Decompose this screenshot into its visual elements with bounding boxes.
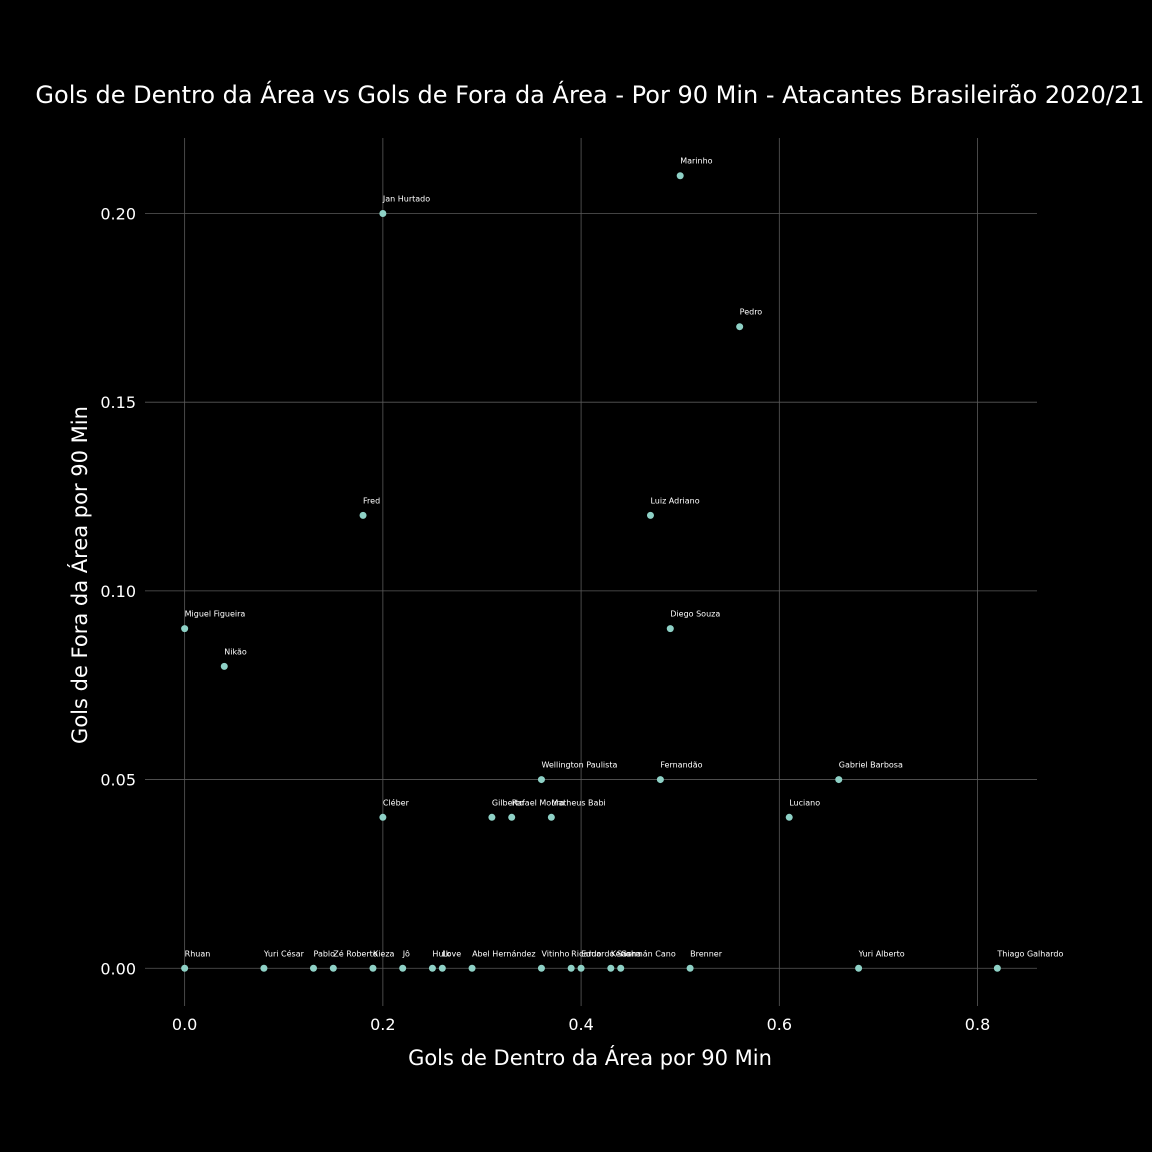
point-label: Marinho <box>680 157 712 166</box>
point-label: Luciano <box>789 798 820 807</box>
point-label: Eduardo Sasha <box>581 949 641 958</box>
point-label: Gabriel Barbosa <box>839 761 903 770</box>
data-point <box>646 511 654 519</box>
point-label: Kieza <box>373 949 395 958</box>
data-point <box>438 964 446 972</box>
point-label: Nikão <box>224 647 247 656</box>
data-point <box>309 964 317 972</box>
x-tick-label: 0.6 <box>767 1015 792 1034</box>
point-label: Ricardo <box>571 949 601 958</box>
point-label: Yuri Alberto <box>858 949 905 958</box>
point-label: Rafael Moura <box>512 798 565 807</box>
point-label: Pablo <box>313 949 335 958</box>
data-point <box>547 813 555 821</box>
point-label: Jô <box>402 948 410 958</box>
y-tick-label: 0.15 <box>100 393 136 412</box>
point-label: Love <box>442 949 461 958</box>
data-points <box>181 172 1001 972</box>
x-tick-label: 0.0 <box>172 1015 197 1034</box>
point-label: Rhuan <box>185 949 211 958</box>
point-label: Gilberto <box>492 798 524 807</box>
y-tick-label: 0.20 <box>100 204 136 223</box>
data-point <box>369 964 377 972</box>
point-label: Abel Hernández <box>472 949 536 958</box>
point-label: Pedro <box>740 308 763 317</box>
point-label: Keno <box>611 949 631 958</box>
point-label: Hulk <box>432 949 450 958</box>
data-point <box>656 776 664 784</box>
data-point <box>260 964 268 972</box>
chart-title: Gols de Dentro da Área vs Gols de Fora d… <box>35 80 1144 109</box>
data-point <box>855 964 863 972</box>
point-label: Thiago Galhardo <box>996 949 1063 958</box>
data-point <box>428 964 436 972</box>
data-point <box>537 776 545 784</box>
tick-labels: 0.0 0.2 0.4 0.6 0.8 0.00 0.05 0.10 0.15 0.20 <box>100 204 990 1034</box>
data-point <box>577 964 585 972</box>
point-label: Yuri César <box>263 948 305 958</box>
data-point <box>567 964 575 972</box>
point-label: Diego Souza <box>670 610 720 619</box>
point-label: Cléber <box>383 797 410 807</box>
y-tick-label: 0.10 <box>100 582 136 601</box>
data-point <box>993 964 1001 972</box>
data-point <box>676 172 684 180</box>
data-point <box>508 813 516 821</box>
data-point <box>686 964 694 972</box>
y-axis-label: Gols de Fora da Área por 90 Min <box>67 406 92 744</box>
data-point <box>220 662 228 670</box>
data-point <box>736 323 744 331</box>
data-point <box>607 964 615 972</box>
point-label: Miguel Figueira <box>185 610 246 619</box>
point-label: Wellington Paulista <box>541 761 617 770</box>
point-label: Fred <box>363 496 380 505</box>
data-point <box>379 813 387 821</box>
point-label: Matheus Babi <box>551 798 605 807</box>
point-label: Luiz Adriano <box>650 496 699 505</box>
data-point <box>617 964 625 972</box>
point-label: Brenner <box>690 949 723 958</box>
data-point <box>399 964 407 972</box>
point-label: Jan Hurtado <box>382 194 430 203</box>
data-point <box>181 964 189 972</box>
data-point <box>785 813 793 821</box>
data-point <box>359 511 367 519</box>
point-label: Germán Cano <box>621 949 676 958</box>
data-point <box>537 964 545 972</box>
x-axis-label: Gols de Dentro da Área por 90 Min <box>408 1045 772 1070</box>
data-point <box>835 776 843 784</box>
data-point <box>666 625 674 633</box>
point-label: Vitinho <box>541 949 569 958</box>
data-point <box>329 964 337 972</box>
grid <box>145 138 1037 1006</box>
data-point <box>488 813 496 821</box>
data-point <box>468 964 476 972</box>
point-label: Zé Roberto <box>333 948 377 958</box>
x-tick-label: 0.2 <box>370 1015 395 1034</box>
x-tick-label: 0.4 <box>568 1015 593 1034</box>
y-tick-label: 0.00 <box>100 959 136 978</box>
data-point <box>181 625 189 633</box>
point-labels: Marinho Jan Hurtado Pedro Fred Luiz Adriano M… <box>185 157 1064 959</box>
data-point <box>379 209 387 217</box>
x-tick-label: 0.8 <box>965 1015 990 1034</box>
y-tick-label: 0.05 <box>100 771 136 790</box>
point-label: Fernandão <box>660 761 702 770</box>
